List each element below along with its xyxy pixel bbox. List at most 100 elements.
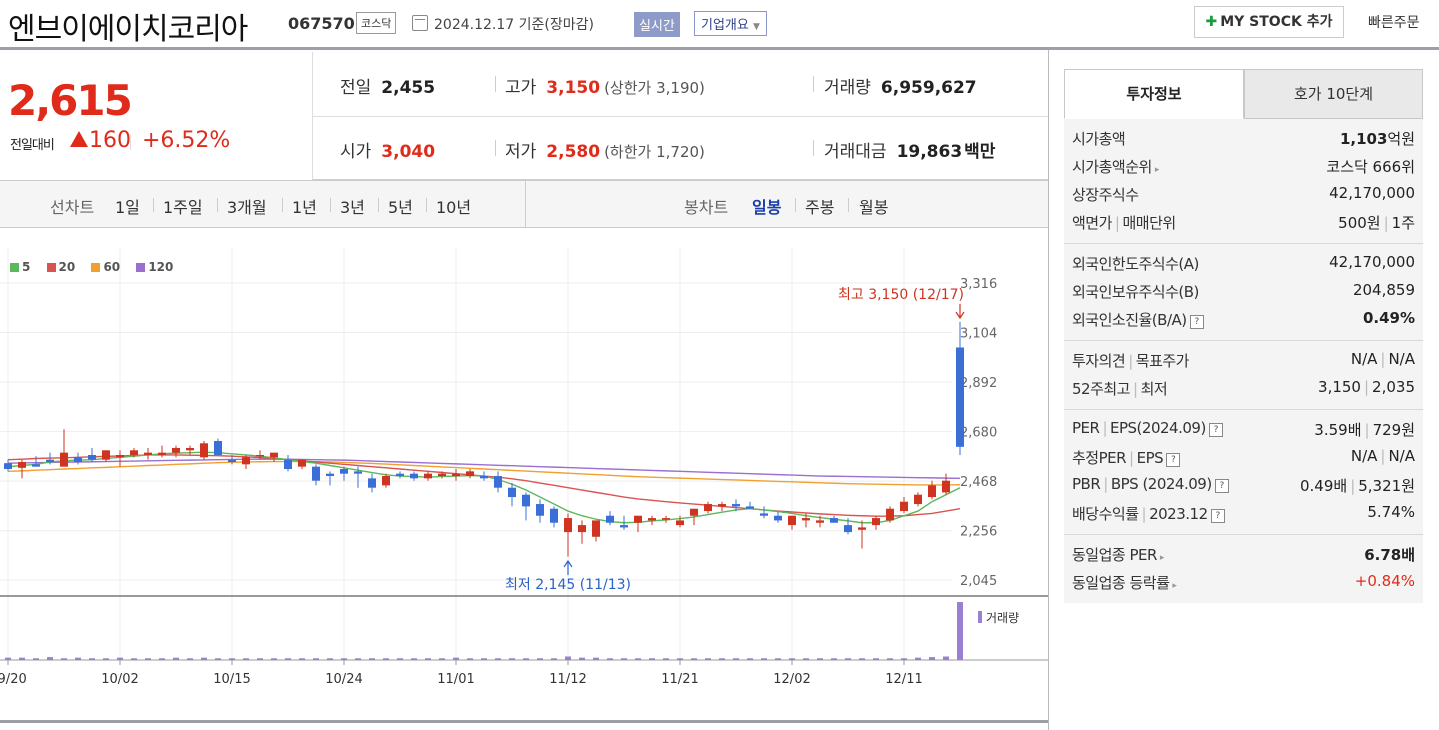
market-cap-rank-label[interactable]: 시가총액순위 ▸ bbox=[1072, 156, 1159, 177]
help-icon[interactable]: ? bbox=[1208, 423, 1223, 437]
volume-bar bbox=[117, 657, 123, 660]
candle[interactable] bbox=[844, 525, 852, 533]
candle[interactable] bbox=[46, 459, 54, 462]
candle[interactable] bbox=[690, 508, 698, 516]
help-icon[interactable]: ? bbox=[1166, 453, 1181, 467]
company-overview-button[interactable]: 기업개요 ▼ bbox=[694, 11, 767, 36]
candle[interactable] bbox=[522, 494, 530, 507]
candle[interactable] bbox=[802, 518, 810, 521]
candle[interactable] bbox=[354, 471, 362, 474]
candle[interactable] bbox=[4, 463, 12, 470]
candle[interactable] bbox=[256, 454, 264, 457]
candle[interactable] bbox=[592, 520, 600, 537]
candle[interactable] bbox=[326, 473, 334, 477]
candle-weekly[interactable]: 주봉 bbox=[805, 198, 835, 217]
candle[interactable] bbox=[424, 473, 432, 479]
candle[interactable] bbox=[956, 347, 964, 447]
candle[interactable] bbox=[438, 473, 446, 477]
candle[interactable] bbox=[284, 459, 292, 470]
candle[interactable] bbox=[648, 518, 656, 521]
candle[interactable] bbox=[760, 513, 768, 516]
candle[interactable] bbox=[18, 461, 26, 468]
candle[interactable] bbox=[564, 518, 572, 533]
candle-monthly[interactable]: 월봉 bbox=[859, 198, 889, 217]
period-3y[interactable]: 3년 bbox=[340, 198, 365, 217]
candle[interactable] bbox=[200, 443, 208, 458]
candle[interactable] bbox=[228, 459, 236, 462]
candle[interactable] bbox=[368, 478, 376, 488]
candle[interactable] bbox=[732, 504, 740, 507]
candle[interactable] bbox=[872, 518, 880, 526]
tab-order-book[interactable]: 호가 10단계 bbox=[1244, 69, 1423, 119]
candle[interactable] bbox=[60, 452, 68, 467]
help-icon[interactable]: ? bbox=[1189, 315, 1204, 329]
candle[interactable] bbox=[886, 508, 894, 521]
candle[interactable] bbox=[788, 515, 796, 526]
period-5y[interactable]: 5년 bbox=[388, 198, 413, 217]
candle[interactable] bbox=[480, 476, 488, 479]
period-1w[interactable]: 1주일 bbox=[163, 198, 203, 217]
tab-investment-info[interactable]: 투자정보 bbox=[1064, 69, 1244, 119]
candle[interactable] bbox=[116, 454, 124, 458]
candle[interactable] bbox=[704, 504, 712, 512]
candle[interactable] bbox=[396, 473, 404, 477]
candle[interactable] bbox=[74, 457, 82, 462]
candle[interactable] bbox=[816, 520, 824, 523]
candle[interactable] bbox=[928, 485, 936, 498]
candle[interactable] bbox=[550, 508, 558, 523]
candle[interactable] bbox=[746, 506, 754, 509]
candle[interactable] bbox=[340, 469, 348, 474]
legend-item-ma60[interactable]: 60 bbox=[91, 260, 120, 274]
help-icon[interactable]: ? bbox=[1210, 509, 1225, 523]
candle[interactable] bbox=[606, 515, 614, 523]
sector-per-label[interactable]: 동일업종 PER ▸ bbox=[1072, 544, 1164, 565]
add-mystock-button[interactable]: ✚ MY STOCK 추가 bbox=[1194, 6, 1344, 38]
candle[interactable] bbox=[578, 525, 586, 533]
period-10y[interactable]: 10년 bbox=[436, 198, 472, 217]
candle[interactable] bbox=[900, 501, 908, 512]
candle[interactable] bbox=[858, 527, 866, 530]
realtime-badge[interactable]: 실시간 bbox=[634, 12, 680, 37]
candle[interactable] bbox=[410, 473, 418, 479]
candle[interactable] bbox=[508, 487, 516, 498]
candle[interactable] bbox=[382, 476, 390, 486]
candle[interactable] bbox=[620, 525, 628, 528]
candle[interactable] bbox=[158, 452, 166, 455]
candle-daily[interactable]: 일봉 bbox=[752, 198, 782, 217]
candle[interactable] bbox=[494, 476, 502, 488]
candle[interactable] bbox=[466, 471, 474, 477]
candle[interactable] bbox=[312, 466, 320, 481]
candle[interactable] bbox=[130, 450, 138, 455]
candle[interactable] bbox=[298, 459, 306, 467]
legend-item-ma120[interactable]: 120 bbox=[136, 260, 173, 274]
candle[interactable] bbox=[774, 515, 782, 521]
period-1y[interactable]: 1년 bbox=[292, 198, 317, 217]
period-3m[interactable]: 3개월 bbox=[227, 198, 267, 217]
candle[interactable] bbox=[88, 454, 96, 460]
candle[interactable] bbox=[144, 452, 152, 455]
candle[interactable] bbox=[634, 515, 642, 523]
candle[interactable] bbox=[186, 447, 194, 451]
legend-item-ma20[interactable]: 20 bbox=[46, 260, 75, 274]
sector-change-label[interactable]: 동일업종 등락률 ▸ bbox=[1072, 572, 1177, 593]
candle[interactable] bbox=[452, 473, 460, 477]
candle[interactable] bbox=[536, 504, 544, 516]
candle[interactable] bbox=[32, 464, 40, 467]
candle[interactable] bbox=[830, 518, 838, 523]
volume-bar bbox=[131, 658, 137, 660]
candle[interactable] bbox=[242, 457, 250, 465]
legend-item-ma5[interactable]: 5 bbox=[10, 260, 30, 274]
candle[interactable] bbox=[214, 440, 222, 455]
candle[interactable] bbox=[102, 450, 110, 460]
candle[interactable] bbox=[662, 518, 670, 520]
candle[interactable] bbox=[942, 480, 950, 493]
candle[interactable] bbox=[676, 520, 684, 526]
period-1d[interactable]: 1일 bbox=[115, 198, 140, 217]
candle[interactable] bbox=[172, 447, 180, 453]
candle[interactable] bbox=[270, 452, 278, 458]
help-icon[interactable]: ? bbox=[1214, 479, 1229, 493]
candle[interactable] bbox=[914, 494, 922, 505]
quick-order-button[interactable]: 빠른주문 bbox=[1368, 15, 1420, 31]
candlestick-chart[interactable]: 3,316 3,104 2,892 2,680 2,468 2,256 2,045 09/20… bbox=[0, 228, 1048, 720]
candle[interactable] bbox=[718, 504, 726, 507]
